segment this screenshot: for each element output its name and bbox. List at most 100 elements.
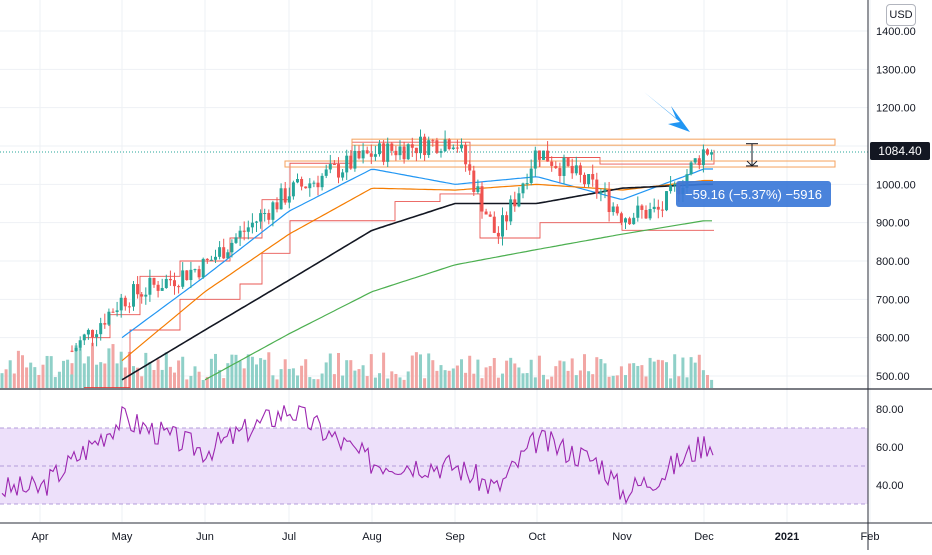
volume-bar	[492, 357, 496, 388]
candle-body	[168, 278, 172, 281]
candle-body	[173, 280, 176, 287]
candle-body	[665, 191, 668, 211]
candle-body	[513, 199, 517, 207]
candle-body	[701, 149, 705, 166]
candle-body	[148, 277, 152, 295]
volume-bar	[29, 362, 33, 388]
candle-body	[398, 146, 402, 156]
volume-bar	[21, 355, 24, 388]
measurement-readout[interactable]: −59.16 (−5.37%) −5916	[676, 181, 831, 207]
candle-body	[365, 150, 369, 154]
candle-body	[222, 247, 226, 259]
volume-bar	[644, 376, 648, 388]
rsi-tick-label: 60.00	[876, 442, 904, 454]
resistance-zone	[351, 138, 836, 146]
candle-body	[484, 211, 488, 215]
candle-body	[689, 162, 693, 175]
candle-body	[431, 140, 435, 142]
moving-average-green	[204, 220, 712, 381]
volume-bar	[271, 375, 275, 388]
candle-body	[427, 140, 431, 156]
candle-body	[197, 269, 201, 278]
volume-bar	[566, 370, 570, 388]
volume-bar	[242, 368, 246, 388]
candle-body	[136, 284, 140, 295]
volume-bar	[267, 352, 271, 388]
volume-bar	[615, 375, 619, 388]
candle-body	[402, 146, 406, 160]
volume-bar	[226, 363, 230, 388]
volume-bar	[607, 376, 611, 388]
volume-bar	[394, 373, 398, 388]
last-price-tag: 1084.40	[870, 142, 930, 160]
volume-bar	[439, 365, 443, 388]
candle-body	[455, 147, 459, 149]
candle-body	[271, 202, 275, 220]
volume-bar	[591, 374, 595, 388]
candle-body	[451, 147, 455, 150]
volume-bar	[37, 374, 41, 388]
candle-body	[99, 323, 103, 335]
volume-bar	[115, 363, 119, 388]
time-tick-label: Apr	[31, 531, 48, 543]
volume-bar	[673, 354, 677, 388]
volume-bar	[542, 374, 545, 388]
candle-body	[656, 206, 660, 210]
candle-body	[710, 152, 714, 155]
volume-bar	[185, 379, 189, 388]
volume-bar	[99, 362, 103, 388]
candles	[70, 129, 714, 353]
candle-body	[390, 143, 394, 151]
candle-body	[472, 170, 476, 192]
volume-bar	[480, 378, 484, 388]
volume-bar	[587, 371, 591, 388]
volume-bar	[537, 355, 541, 388]
candle-body	[619, 213, 623, 223]
volume-bar	[189, 375, 193, 388]
volume-bar	[324, 362, 328, 388]
candle-body	[652, 206, 656, 210]
resistance-zones	[0, 138, 868, 168]
volume-bar	[148, 362, 152, 388]
volume-bar	[57, 371, 61, 388]
currency-selector[interactable]: USD	[886, 4, 916, 26]
volume-bar	[4, 369, 8, 388]
volume-bar	[656, 359, 660, 388]
volume-bar	[349, 360, 353, 388]
time-tick-label: Feb	[861, 531, 880, 543]
candle-body	[214, 256, 217, 260]
candle-body	[599, 191, 603, 194]
candle-body	[123, 297, 127, 307]
candle-body	[488, 214, 492, 217]
volume-bar	[103, 363, 107, 388]
volume-bar	[12, 373, 16, 388]
candle-body	[226, 252, 230, 259]
price-tick-label: 1300.00	[876, 64, 916, 76]
volume-bar	[517, 367, 521, 388]
volume-bar	[365, 376, 369, 388]
candle-body	[583, 174, 586, 185]
candle-body	[349, 155, 353, 169]
candle-body	[632, 217, 636, 225]
volume-bar	[410, 355, 414, 388]
volume-bar	[197, 371, 201, 388]
candle-body	[542, 150, 545, 160]
candle-body	[607, 189, 611, 213]
volume-bar	[632, 363, 636, 388]
volume-bar	[337, 352, 340, 388]
volume-bar	[353, 370, 357, 388]
volume-bar	[583, 354, 586, 388]
volume-bar	[455, 365, 459, 388]
volume-bar	[328, 353, 332, 388]
candle-body	[624, 218, 627, 223]
candle-body	[312, 182, 316, 184]
candle-body	[111, 311, 115, 313]
volume-bar	[8, 360, 12, 388]
volume-bar	[205, 376, 209, 388]
volume-bar	[91, 342, 94, 388]
candle-body	[160, 287, 164, 291]
price-tick-label: 1000.00	[876, 179, 916, 191]
volume-bar	[427, 353, 431, 388]
